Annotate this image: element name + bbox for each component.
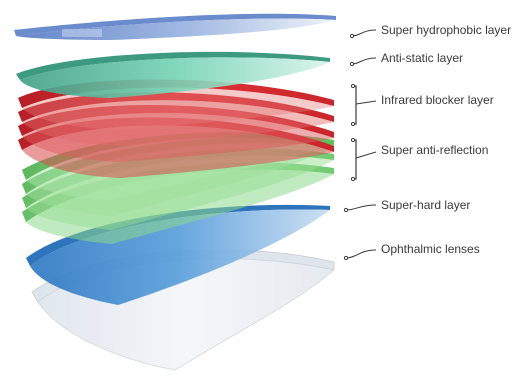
super-hydrophobic-layer-shape bbox=[14, 13, 336, 40]
label-super-anti-reflection: Super anti-reflection bbox=[350, 137, 488, 182]
label-infrared-blocker: Infrared blocker layer bbox=[350, 83, 494, 127]
label-super-anti-reflection-text: Super anti-reflection bbox=[381, 143, 488, 157]
label-ophthalmic-lenses: Ophthalmic lenses bbox=[343, 242, 480, 261]
label-ophthalmic-lenses-text: Ophthalmic lenses bbox=[381, 242, 480, 256]
label-anti-static-text: Anti-static layer bbox=[381, 51, 463, 65]
label-infrared-blocker-text: Infrared blocker layer bbox=[381, 93, 494, 107]
infrared-blocker-layers-shape bbox=[18, 79, 334, 178]
label-super-hard-text: Super-hard layer bbox=[381, 198, 470, 212]
anti-static-layer-shape bbox=[16, 51, 330, 98]
label-super-hydrophobic: Super hydrophobic layer bbox=[349, 23, 511, 39]
label-super-hydrophobic-text: Super hydrophobic layer bbox=[381, 23, 511, 37]
label-anti-static: Anti-static layer bbox=[349, 51, 463, 67]
label-super-hard: Super-hard layer bbox=[343, 198, 470, 213]
